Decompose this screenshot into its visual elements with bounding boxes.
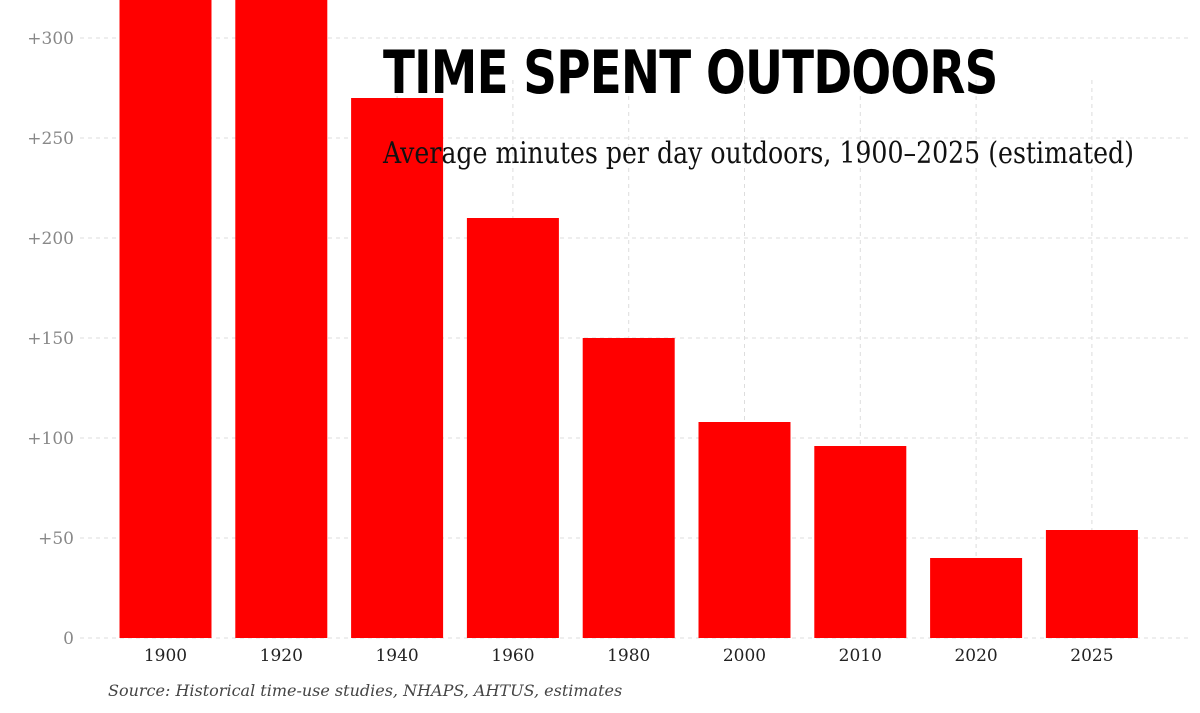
chart-subtitle: Average minutes per day outdoors, 1900–2… bbox=[383, 136, 1135, 171]
chart-source: Source: Historical time-use studies, NHA… bbox=[108, 681, 623, 700]
y-axis-ticks: 0+50+100+150+200+250+300+350 bbox=[27, 29, 74, 649]
chart-title: TIME SPENT OUTDOORS bbox=[383, 38, 998, 108]
x-tick-label: 1980 bbox=[607, 646, 650, 666]
y-tick-label: 0 bbox=[63, 629, 74, 649]
y-tick-label: +150 bbox=[27, 329, 74, 349]
x-tick-label: 1960 bbox=[491, 646, 534, 666]
y-tick-label: +200 bbox=[27, 229, 74, 249]
x-tick-label: 1940 bbox=[375, 646, 418, 666]
y-tick-label: +50 bbox=[38, 529, 74, 549]
bar-1960 bbox=[466, 218, 559, 638]
x-axis-ticks: 1900 1920 1940 1960 1980 2000 2010 2020 2025 bbox=[144, 646, 1114, 666]
x-tick-label: 1920 bbox=[260, 646, 303, 666]
y-tick-label: +300 bbox=[27, 29, 74, 49]
bar-2010 bbox=[814, 446, 907, 638]
y-tick-label: +250 bbox=[27, 129, 74, 149]
bar-2025 bbox=[1045, 530, 1138, 638]
x-tick-label: 2020 bbox=[954, 646, 997, 666]
bar-1900 bbox=[119, 0, 212, 638]
x-tick-label: 2010 bbox=[839, 646, 882, 666]
x-tick-label: 2000 bbox=[723, 646, 766, 666]
x-tick-label: 2025 bbox=[1070, 646, 1113, 666]
bar-1980 bbox=[582, 338, 675, 638]
x-tick-label: 1900 bbox=[144, 646, 187, 666]
bars bbox=[119, 0, 1138, 638]
bar-2020 bbox=[930, 558, 1023, 638]
bar-1940 bbox=[351, 98, 444, 638]
bar-1920 bbox=[235, 0, 328, 638]
bar-2000 bbox=[698, 422, 791, 638]
y-tick-label: +100 bbox=[27, 429, 74, 449]
